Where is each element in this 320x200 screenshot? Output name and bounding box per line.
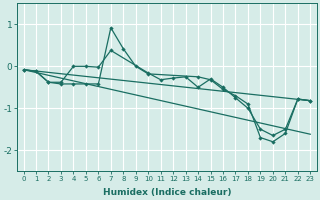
X-axis label: Humidex (Indice chaleur): Humidex (Indice chaleur) bbox=[103, 188, 231, 197]
